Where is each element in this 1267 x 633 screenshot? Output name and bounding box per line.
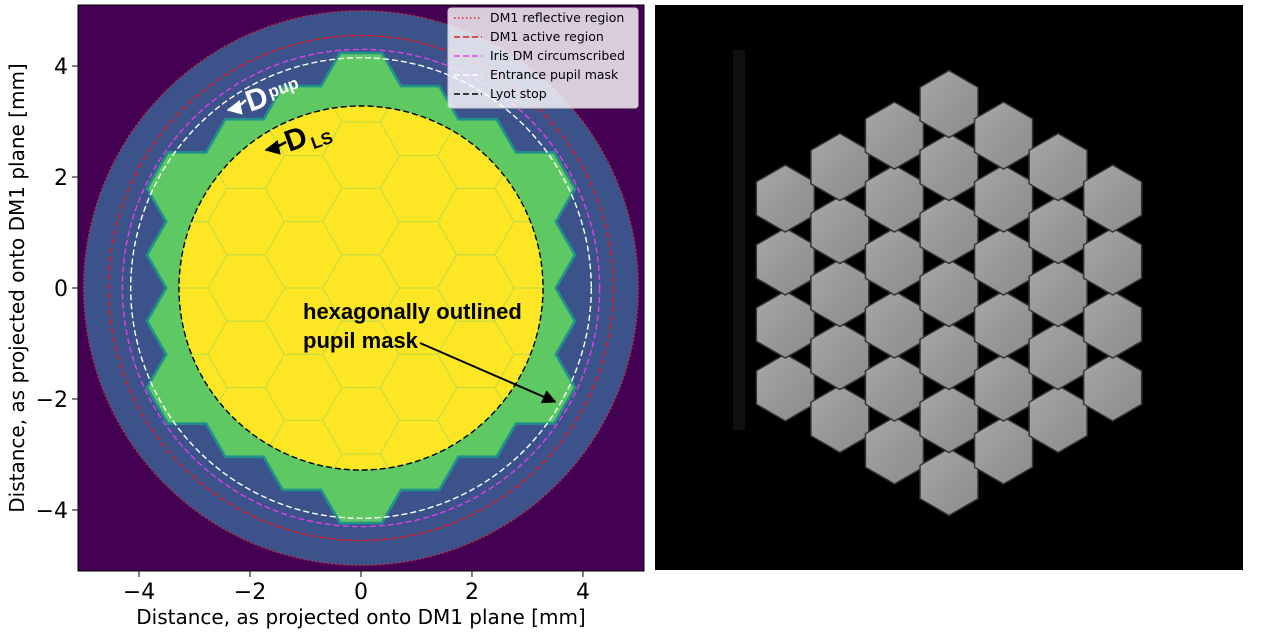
- circle-dm1-reflective-region: [82, 9, 640, 567]
- mirror-segment: [755, 290, 816, 359]
- mask-note-arrow: [419, 342, 557, 404]
- circle-entrance-pupil-mask: [130, 57, 592, 519]
- mirror-segment: [973, 290, 1034, 359]
- mirror-segment: [810, 384, 870, 454]
- y-axis-label: Distance, as projected onto DM1 plane [m…: [5, 63, 29, 512]
- hex-outline: [494, 154, 544, 223]
- mirror-segment: [919, 258, 979, 328]
- circle-lyot-stop: [178, 105, 544, 471]
- y-tick-label: −4: [36, 499, 68, 524]
- legend-entry: DM1 reflective region: [490, 10, 624, 25]
- mirror-segment: [810, 321, 870, 391]
- segment-array: [755, 69, 1143, 517]
- mirror-segment: [810, 258, 870, 328]
- x-tick-label: 4: [576, 580, 590, 605]
- legend-box: [447, 7, 639, 109]
- pupil-arrow: [226, 99, 247, 115]
- y-tick-label: 4: [54, 55, 68, 80]
- mirror-segment: [755, 227, 816, 296]
- hex-outline: [494, 287, 544, 355]
- circle-dm1-active-region: [107, 34, 615, 542]
- mirror-segment: [919, 384, 979, 454]
- legend-entry: Iris DM circumscribed: [490, 48, 625, 63]
- mirror-segment: [864, 290, 925, 359]
- mask-note-line2: pupil mask: [303, 328, 419, 353]
- y-tick-label: 2: [54, 166, 68, 191]
- mirror-segment: [864, 353, 925, 422]
- legend-entry: Entrance pupil mask: [490, 67, 619, 82]
- mirror-segment: [919, 447, 979, 517]
- mirror-segment: [864, 227, 925, 296]
- hex-outline: [494, 353, 544, 422]
- pupil-plane-plot: −4 −2 0 2 4 −4 −2 0 2 4 Distance, as projected on…: [5, 4, 645, 629]
- mirror-segment: [864, 164, 925, 233]
- mirror-segment: [1082, 227, 1143, 296]
- lyot-stop-disk: [178, 105, 544, 471]
- mirror-segment: [755, 353, 816, 422]
- x-tick-label: 0: [354, 580, 368, 605]
- mirror-segment: [864, 101, 925, 170]
- photo-edge-shadow: [733, 50, 745, 430]
- hex-outline-overlay: [178, 105, 544, 471]
- mirror-segment: [1028, 132, 1088, 202]
- mirror-segment: [919, 321, 979, 391]
- mirror-segment: [1028, 258, 1088, 328]
- mirror-segment: [1028, 195, 1088, 265]
- mirror-segment: [919, 195, 979, 265]
- mirror-segment: [755, 164, 816, 233]
- mirror-segment: [973, 353, 1034, 422]
- mirror-segment: [1082, 353, 1143, 422]
- legend: DM1 reflective region DM1 active region Ir…: [447, 7, 639, 109]
- mirror-segment: [973, 164, 1034, 233]
- mirror-segment: [810, 132, 870, 202]
- x-tick-label: 2: [465, 580, 479, 605]
- y-tick-label: 0: [54, 277, 68, 302]
- axis-ticks: −4 −2 0 2 4 −4 −2 0 2 4: [36, 55, 590, 605]
- mirror-segment: [810, 195, 870, 265]
- y-tick-label: −2: [36, 388, 68, 413]
- mirror-segment: [1082, 290, 1143, 359]
- dm-segment-photo: [655, 5, 1243, 570]
- x-tick-label: −2: [234, 580, 266, 605]
- x-axis-label: Distance, as projected onto DM1 plane [m…: [136, 605, 585, 629]
- mirror-segment: [864, 416, 925, 485]
- legend-entry: Lyot stop: [490, 86, 547, 101]
- mirror-segment: [1028, 321, 1088, 391]
- legend-entry: DM1 active region: [490, 29, 604, 44]
- mirror-segment: [973, 227, 1034, 296]
- mirror-segment: [1028, 384, 1088, 454]
- circle-iris-dm-circumscribed: [121, 48, 601, 528]
- mirror-segment: [919, 69, 979, 139]
- x-tick-label: −4: [123, 580, 155, 605]
- hex-outline: [494, 221, 544, 289]
- mirror-segment: [919, 132, 979, 202]
- mirror-segment: [973, 416, 1034, 485]
- lyot-arrow: [264, 139, 287, 155]
- mirror-segment: [973, 101, 1034, 170]
- mask-note-line1: hexagonally outlined: [303, 299, 522, 324]
- mirror-segment: [1082, 164, 1143, 233]
